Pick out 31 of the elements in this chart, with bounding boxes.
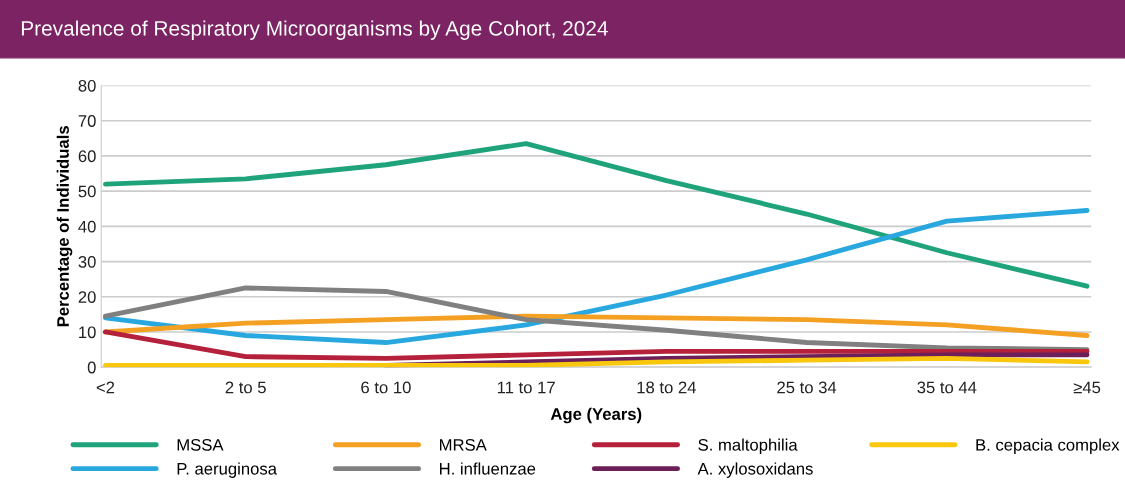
y-tick-label: 0 [87,361,96,374]
y-tick-label: 40 [78,220,96,233]
chart-title: Prevalence of Respiratory Microorganisms by Age Cohort, 2024 [21,20,608,40]
y-axis-title: Percentage of Individuals [56,126,73,327]
x-tick-label: <2 [96,381,115,394]
y-tick-label: 30 [78,255,96,268]
legend-label: MSSA [177,438,224,451]
y-tick-label: 80 [78,79,96,92]
legend-label: A. xylosoxidans [697,462,813,478]
line-series [103,313,1090,338]
legend-label: H. influenzae [440,462,536,475]
x-tick-label: ≥45 [1073,381,1101,394]
line-series [103,208,1090,345]
x-axis-title: Age (Years) [550,407,642,424]
line-series [103,141,1090,289]
x-tick-label: 11 to 17 [497,381,555,394]
x-tick-label: 6 to 10 [361,381,411,394]
legend-label: MRSA [440,438,487,451]
y-tick-label: 70 [78,115,96,127]
legend-label: B. cepacia complex [976,438,1120,455]
legend-label: S. maltophilia [698,438,798,455]
x-tick-label: 18 to 24 [637,381,696,394]
y-tick-label: 10 [79,326,96,339]
y-tick-label: 60 [78,150,96,163]
y-tick-label: 20 [78,291,96,303]
x-tick-label: 25 to 34 [777,381,837,394]
legend-label: P. aeruginosa [177,462,277,478]
x-tick-label: 35 to 44 [917,381,977,394]
line-series [103,329,1090,361]
y-tick-label: 50 [78,185,96,198]
x-tick-label: 2 to 5 [225,381,266,394]
